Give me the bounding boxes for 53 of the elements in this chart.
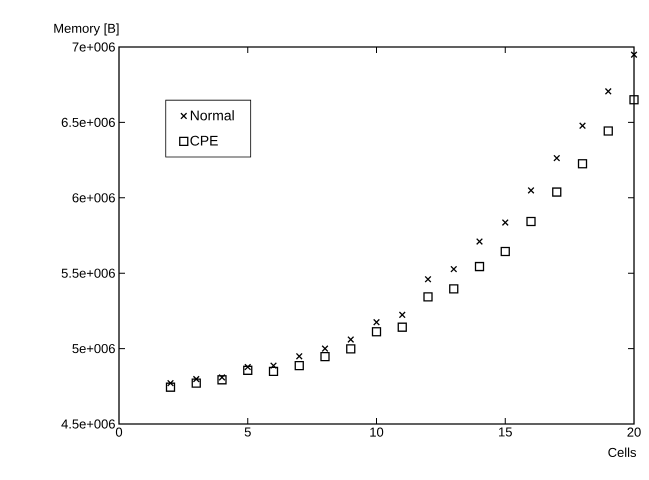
- x-tick-label: 10: [370, 428, 384, 437]
- point: [630, 51, 638, 58]
- y-tick-label: 5.5e+006: [62, 268, 115, 278]
- point: [294, 360, 304, 370]
- y-axis-title: Memory [B]: [54, 23, 119, 36]
- point: [322, 345, 328, 352]
- point: [244, 364, 252, 370]
- point: [423, 292, 433, 302]
- x-tick-label: 20: [627, 428, 641, 437]
- point: [528, 186, 534, 194]
- point: [192, 378, 201, 388]
- x-tick-label: 15: [499, 428, 512, 437]
- point: [579, 122, 586, 130]
- point: [243, 366, 252, 375]
- point: [166, 382, 176, 392]
- point: [604, 126, 613, 136]
- y-tick-label: 6e+006: [72, 193, 115, 202]
- point: [450, 266, 458, 273]
- point: [500, 246, 510, 256]
- point: [373, 318, 380, 326]
- x-axis-title: Cells: [608, 448, 636, 458]
- point: [217, 375, 227, 384]
- point: [268, 366, 278, 376]
- point: [192, 376, 200, 383]
- point: [449, 284, 458, 294]
- point: [578, 159, 588, 168]
- legend-label: Normal: [190, 110, 234, 120]
- point: [347, 336, 354, 344]
- point: [474, 262, 484, 272]
- point: [552, 187, 562, 197]
- point: [372, 327, 382, 336]
- point: [629, 95, 639, 104]
- point: [218, 374, 226, 381]
- point: [502, 219, 509, 226]
- point: [320, 352, 330, 362]
- point: [167, 380, 174, 387]
- point: [604, 88, 612, 95]
- y-tick-label: 7e+006: [72, 42, 115, 52]
- point: [553, 154, 560, 162]
- point: [398, 311, 406, 318]
- y-tick-label: 5e+006: [72, 344, 115, 354]
- y-tick-label: 4.5e+006: [61, 419, 115, 429]
- point: [398, 322, 407, 332]
- point: [526, 216, 536, 226]
- x-tick-label: 5: [244, 428, 251, 437]
- point: [346, 344, 356, 354]
- legend-label: CPE: [190, 136, 218, 146]
- point: [476, 238, 483, 246]
- point: [270, 362, 277, 370]
- point: [296, 352, 303, 360]
- point: [424, 276, 432, 283]
- x-tick-label: 0: [116, 428, 122, 437]
- y-tick-label: 6.5e+006: [62, 118, 115, 127]
